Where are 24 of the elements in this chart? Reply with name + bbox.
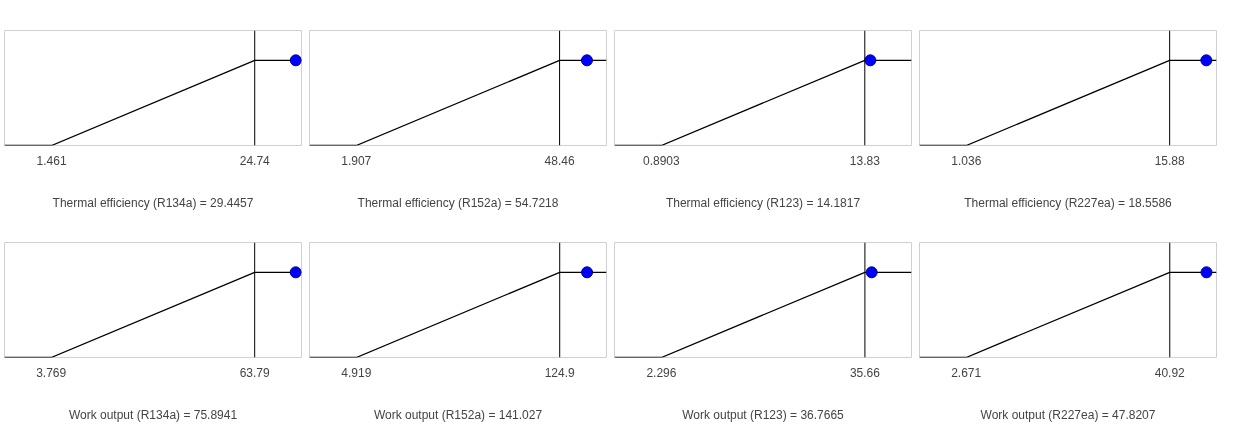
x-tick-label: 1.036 <box>951 153 982 168</box>
x-axis-title: Thermal efficiency (R123) = 14.1817 <box>665 195 861 210</box>
x-tick-label: 124.9 <box>544 365 576 380</box>
x-axis-title: Work output (R152a) = 141.027 <box>373 407 543 422</box>
x-tick-label: 2.296 <box>646 365 677 380</box>
x-axis-title: Thermal efficiency (R152a) = 54.7218 <box>357 195 559 210</box>
x-tick-label: 1.907 <box>341 153 372 168</box>
x-tick-label: 48.46 <box>544 153 575 168</box>
x-tick-label: 13.83 <box>849 153 881 168</box>
x-axis-title: Work output (R134a) = 75.8941 <box>68 407 238 422</box>
x-axis-title: Work output (R123) = 36.7665 <box>682 407 845 422</box>
x-tick-label: 63.79 <box>239 365 271 380</box>
x-axis-title: Work output (R227ea) = 47.8207 <box>980 407 1156 422</box>
x-tick-label: 1.461 <box>36 153 67 168</box>
x-tick-label: 3.769 <box>36 365 67 380</box>
x-axis-title: Thermal efficiency (R227ea) = 18.5586 <box>964 195 1173 210</box>
x-tick-label: 15.88 <box>1154 153 1185 168</box>
x-tick-label: 2.671 <box>951 365 982 380</box>
x-tick-label: 40.92 <box>1154 365 1186 380</box>
x-axis-title: Thermal efficiency (R134a) = 29.4457 <box>52 195 254 210</box>
x-tick-label: 0.8903 <box>643 153 681 168</box>
x-tick-label: 4.919 <box>341 365 372 380</box>
x-tick-label: 24.74 <box>239 153 271 168</box>
x-tick-label: 35.66 <box>849 365 881 380</box>
